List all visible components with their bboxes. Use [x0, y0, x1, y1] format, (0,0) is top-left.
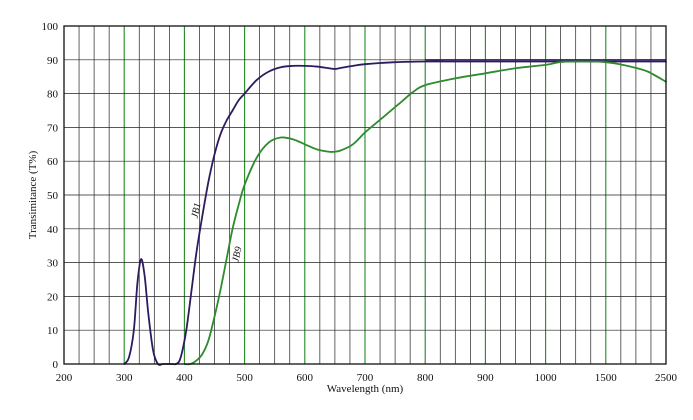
y-tick-label: 50 — [47, 190, 59, 202]
x-tick-label: 1000 — [535, 372, 558, 384]
x-tick-label: 200 — [56, 372, 73, 384]
series-line-jb9 — [183, 60, 667, 366]
series-label-jb9: JB9 — [231, 246, 245, 263]
y-tick-label: 70 — [47, 122, 59, 134]
x-tick-label: 1500 — [595, 372, 618, 384]
y-tick-label: 40 — [47, 224, 59, 236]
y-tick-label: 0 — [53, 359, 59, 371]
x-tick-label: 500 — [236, 372, 253, 384]
y-tick-label: 20 — [47, 291, 59, 303]
y-tick-label: 60 — [47, 156, 59, 168]
y-tick-label: 10 — [47, 325, 59, 337]
x-tick-labels: 200 300 400 500 600 700 800 900 1000 1500 2500 — [56, 372, 678, 384]
series-label-jb1: JB1 — [190, 202, 204, 219]
y-axis-title: Transimitance (T%) — [27, 150, 39, 239]
y-tick-label: 90 — [47, 55, 59, 67]
x-tick-label: 400 — [176, 372, 193, 384]
y-tick-label: 80 — [47, 89, 59, 101]
x-tick-label: 700 — [357, 372, 374, 384]
y-tick-labels: 0 10 20 30 40 50 60 70 80 90 100 — [42, 21, 59, 371]
x-tick-label: 600 — [297, 372, 314, 384]
y-tick-label: 100 — [42, 21, 59, 33]
x-tick-label: 800 — [417, 372, 434, 384]
plot-frame — [63, 25, 667, 365]
x-tick-label: 900 — [477, 372, 494, 384]
x-tick-label: 300 — [116, 372, 133, 384]
x-axis-title: Wavelength (nm) — [327, 383, 404, 395]
x-tick-label: 2500 — [655, 372, 678, 384]
grid — [64, 26, 666, 364]
y-tick-label: 30 — [47, 258, 59, 270]
